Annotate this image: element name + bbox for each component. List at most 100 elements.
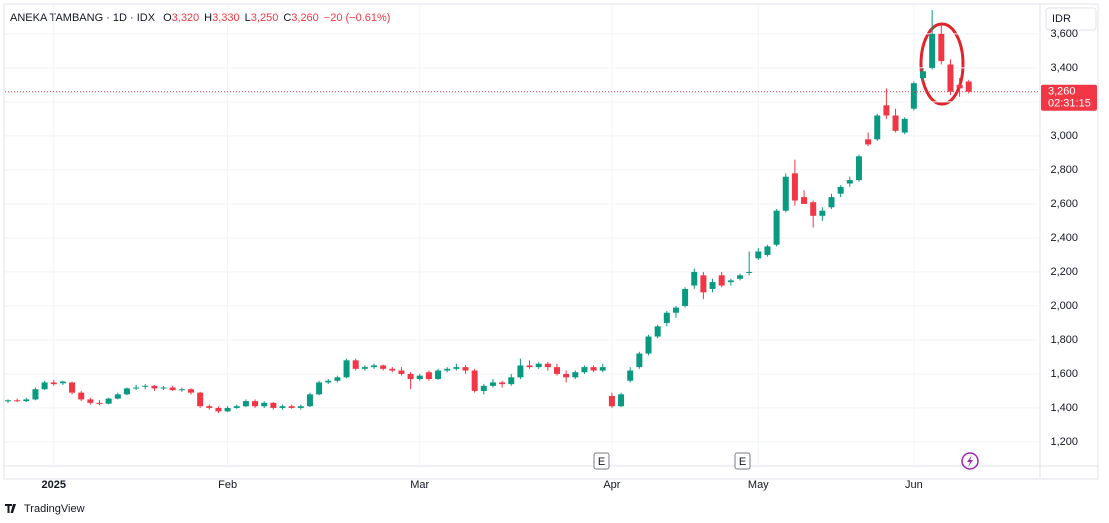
candle-body (233, 406, 240, 408)
candle-body (416, 375, 423, 380)
candle-body (435, 370, 442, 380)
candle-body (444, 368, 451, 371)
candle-body (837, 186, 844, 194)
candle-body (663, 312, 670, 323)
candle-body (544, 363, 551, 368)
ohlc-value: 3,250 (251, 12, 279, 24)
candle-body (920, 71, 926, 79)
candle-body (828, 197, 835, 208)
candle-body (929, 33, 936, 68)
candle-body (252, 401, 259, 407)
y-tick-label: 2,600 (1050, 198, 1078, 210)
candle-body (764, 246, 771, 255)
y-tick-label: 3,000 (1050, 130, 1078, 142)
candle-body (938, 33, 945, 62)
candle-body (407, 373, 414, 380)
candle-body (654, 326, 661, 337)
event-badge[interactable] (734, 452, 751, 470)
candle-body (526, 365, 533, 368)
candle-body (206, 406, 213, 408)
x-tick-label: Feb (218, 479, 237, 491)
ohlc-value: 3,260 (291, 12, 319, 24)
ohlc-key: O (163, 12, 172, 24)
ohlc-value: 3,330 (212, 12, 240, 24)
candle-body (242, 401, 249, 407)
candle-body (197, 392, 204, 407)
x-tick-label: Mar (410, 479, 429, 491)
y-tick-label: 2,200 (1050, 266, 1078, 278)
candle-body (371, 365, 377, 368)
candle-body (517, 365, 524, 378)
y-tick-label: 1,200 (1050, 436, 1078, 448)
currency[interactable]: IDR (1052, 13, 1071, 25)
candle-body (947, 64, 954, 92)
dividend-icon[interactable] (961, 452, 979, 470)
candle-body (572, 372, 579, 378)
candle-body (188, 389, 194, 393)
ohlc-key: L (245, 12, 251, 24)
candle-body (700, 275, 707, 293)
candle-body (316, 382, 323, 395)
candle-body (389, 368, 396, 371)
candle-body (5, 400, 11, 402)
candle-body (901, 118, 908, 133)
candle-body (956, 84, 963, 89)
candle-body (50, 382, 57, 385)
candle-body (846, 180, 853, 184)
candle-body (480, 385, 487, 391)
candle-body (499, 382, 506, 385)
candle-body (279, 406, 286, 408)
lightning (967, 455, 973, 467)
price-tag (1041, 84, 1097, 111)
candle-body (773, 210, 780, 245)
candle-body (14, 400, 21, 402)
x-tick-label: May (748, 479, 769, 491)
candle-body (352, 360, 359, 369)
candle-body (178, 389, 185, 391)
ohlc-key: C (283, 12, 291, 24)
candle-body (599, 367, 606, 371)
candle-body (810, 202, 817, 216)
candle-body (78, 392, 85, 400)
candle-body (682, 288, 689, 306)
candle-body (325, 380, 332, 383)
event-badge[interactable] (593, 452, 610, 470)
candle-body (535, 363, 542, 368)
candle-body (627, 370, 634, 381)
symbol-title: ANEKA TAMBANG · 1D · IDX (10, 12, 156, 24)
candle-body (297, 406, 304, 408)
currency-button[interactable] (1045, 7, 1097, 31)
candle-body (261, 402, 268, 407)
candle-body (334, 377, 341, 381)
candle-body (855, 156, 862, 181)
candle-body (489, 382, 496, 386)
y-tick-label: 1,800 (1050, 334, 1078, 346)
y-tick-label: 3,600 (1050, 28, 1078, 40)
candle-body (105, 398, 112, 404)
candle-body (636, 353, 643, 368)
candle-body (270, 402, 277, 408)
candle-body (288, 406, 295, 408)
candle-body (398, 370, 405, 374)
event-label[interactable]: E (598, 456, 605, 468)
candle-body (883, 105, 890, 116)
y-tick-label: 1,600 (1050, 368, 1078, 380)
grid (5, 5, 1040, 466)
price-tag-value: 3,260 (1048, 86, 1076, 98)
candle-body (608, 396, 615, 407)
candle-body (471, 370, 478, 391)
countdown: 02:31:15 (1048, 98, 1091, 110)
candle-body (618, 394, 625, 407)
candle-body (114, 394, 121, 399)
candle-body (746, 271, 753, 273)
candle-body (965, 81, 972, 92)
x-tick-label: Apr (603, 479, 620, 491)
y-tick-label: 2,400 (1050, 232, 1078, 244)
candle-body (96, 402, 103, 404)
event-label[interactable]: E (739, 456, 746, 468)
ohlc-value: 3,320 (172, 12, 200, 24)
candle-body (380, 365, 387, 369)
candle-body (554, 367, 560, 374)
candle-body (361, 367, 368, 369)
